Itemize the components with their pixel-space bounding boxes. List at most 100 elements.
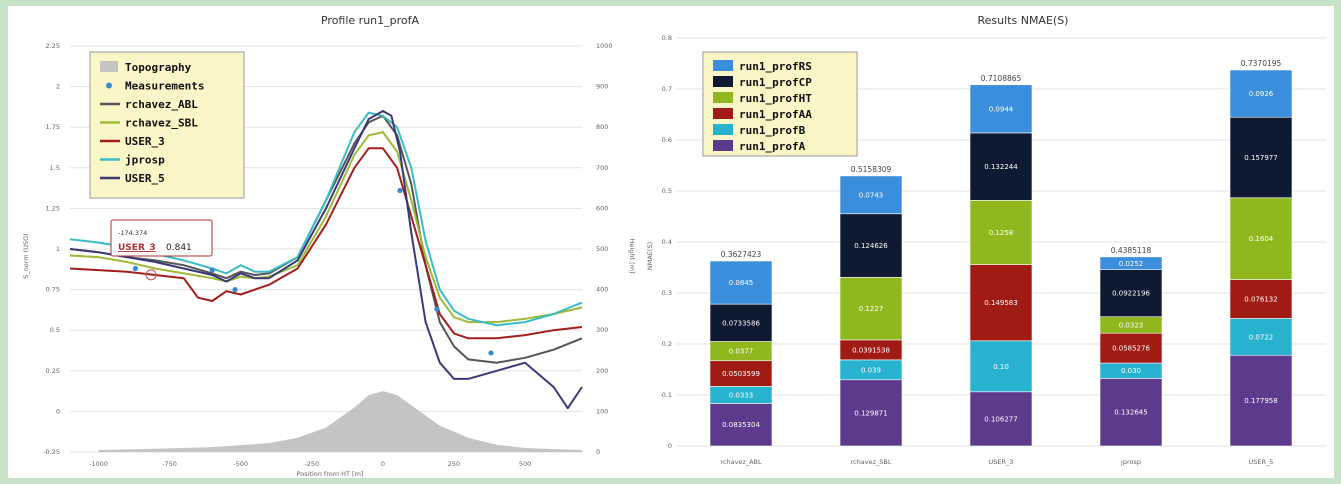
bar-segment-label: 0.0585276 — [1112, 345, 1150, 353]
bar-segment-run1-profht — [839, 277, 903, 341]
profile-chart-title: Profile run1_profA — [321, 14, 420, 27]
series-line-rchavez-sbl — [69, 131, 583, 324]
series-line-user-3 — [69, 147, 583, 340]
bar-segment-label: 0.1227 — [859, 305, 884, 313]
bar-segment-label: 0.1258 — [989, 229, 1014, 237]
bar-segment-label: 0.0503599 — [722, 370, 760, 378]
bar-segment-label: 0.0845 — [729, 279, 754, 287]
bar-segment-label: 0.1604 — [1249, 235, 1274, 243]
bar-segment-run1-profrs — [1229, 69, 1293, 118]
bar-segment-run1-profa — [1229, 354, 1293, 447]
bar-segment-label: 0.177958 — [1244, 397, 1277, 405]
bar-segment-run1-profrs — [709, 260, 773, 305]
legend-label: run1_profB — [739, 124, 806, 137]
profile-y2-tick-label: 200 — [596, 367, 608, 375]
profile-y-tick-label: 0.25 — [46, 367, 60, 375]
profile-y-tick-label: 0.75 — [46, 286, 60, 294]
series-line-jprosp — [69, 111, 583, 327]
bar-segment-label: 0.030 — [1121, 367, 1141, 375]
profile-x-tick-label: -1000 — [89, 460, 108, 468]
bar-total-label: 0.4385118 — [1111, 246, 1152, 255]
bar-segment-label: 0.039 — [861, 366, 881, 374]
profile-x-tick-label: -250 — [304, 460, 319, 468]
bar-segment-run1-profrs — [839, 175, 903, 215]
bar-segment-label: 0.0252 — [1119, 260, 1144, 268]
legend-swatch — [713, 108, 733, 119]
series-line-rchavez-abl — [69, 114, 583, 364]
legend-swatch — [713, 92, 733, 103]
bar-segment-label: 0.0835304 — [722, 421, 760, 429]
profile-y-tick-label: -0.25 — [43, 448, 60, 456]
bar-segment-label: 0.0743 — [859, 191, 884, 199]
profile-x-tick-label: -500 — [233, 460, 248, 468]
profile-y-tick-label: 2.25 — [46, 42, 60, 50]
bar-segment-label: 0.10 — [993, 363, 1009, 371]
nmae-x-tick-label: jprosp — [1120, 458, 1141, 466]
series-area-topography — [98, 391, 582, 452]
bar-segment-label: 0.132645 — [1114, 409, 1147, 417]
bar-total-label: 0.5158309 — [851, 165, 892, 174]
bar-segment-label: 0.0323 — [1119, 321, 1144, 329]
bar-segment-label: 0.0944 — [989, 105, 1014, 113]
profile-x-tick-label: 0 — [381, 460, 385, 468]
nmae-chart-title: Results NMAE(S) — [978, 14, 1069, 27]
legend-label: USER_3 — [125, 135, 165, 148]
profile-y2-tick-label: 1000 — [596, 42, 613, 50]
nmae-x-tick-label: USER_3 — [989, 458, 1014, 466]
profile-legend: Topography Measurements rchavez_ABLrchavez… — [89, 51, 245, 199]
profile-y-tick-label: 0 — [56, 407, 60, 415]
profile-y2-tick-label: 0 — [596, 448, 600, 456]
measurement-point — [488, 350, 494, 356]
bar-total-label: 0.3627423 — [721, 250, 762, 259]
nmae-y-tick-label: 0.8 — [662, 34, 672, 42]
profile-y-tick-label: 1.25 — [46, 204, 60, 212]
legend-label: rchavez_SBL — [125, 117, 198, 130]
profile-y2-tick-label: 400 — [596, 286, 608, 294]
legend-label: run1_profRS — [739, 60, 812, 73]
bar-segment-label: 0.0333 — [729, 391, 754, 399]
series-line-user-5 — [69, 110, 583, 410]
legend-swatch — [713, 60, 733, 71]
bar-segment-run1-profa — [969, 391, 1033, 447]
profile-legend-box — [89, 51, 245, 199]
bar-segment-run1-profrs — [969, 84, 1033, 134]
profile-x-tick-label: 250 — [448, 460, 460, 468]
legend-swatch — [100, 61, 118, 72]
legend-label: run1_profAA — [739, 108, 812, 121]
nmae-x-tick-labels: rchavez_ABL rchavez_SBL USER_3 jprosp USER_5 — [720, 458, 1273, 466]
legend-swatch — [713, 140, 733, 151]
profile-x-tick-label: -750 — [162, 460, 177, 468]
bar-segment-run1-profrs — [1099, 256, 1163, 270]
nmae-legend: run1_profRS run1_profCP run1_profHT run1_pr… — [702, 51, 858, 157]
measurement-point — [397, 187, 403, 194]
nmae-y-tick-labels: 0 0.1 0.2 0.3 0.4 0.5 0.6 0.7 0.8 — [662, 34, 672, 450]
profile-y-tick-label: 1 — [56, 245, 60, 253]
profile-y-tick-label: 1.75 — [46, 123, 60, 131]
bar-segment-run1-profa — [1099, 378, 1163, 447]
nmae-y-tick-label: 0.4 — [662, 238, 672, 246]
bar-segment-label: 0.157977 — [1244, 154, 1277, 162]
legend-swatch — [106, 82, 112, 89]
profile-y2-tick-label: 600 — [596, 204, 608, 212]
hover-marker — [145, 269, 157, 281]
profile-y-tick-label: 1.5 — [50, 164, 60, 172]
nmae-y-axis-label: NMAE(S) — [646, 242, 654, 270]
profile-y2-tick-labels: 0 100 200 300 400 500 600 700 800 900 1000 — [596, 42, 613, 456]
profile-x-axis-label: Position from HT [m] — [297, 470, 364, 478]
legend-label: USER_5 — [125, 172, 165, 185]
nmae-y-tick-label: 0.6 — [662, 136, 672, 144]
profile-y-axis-label: S_norm (USG) — [22, 233, 30, 278]
profile-chart: Profile run1_profA -0.25 0 0.25 0.5 0.75 1 1.2… — [22, 14, 636, 478]
legend-label: run1_profCP — [739, 76, 812, 89]
bar-segment-label: 0.076132 — [1244, 296, 1277, 304]
tooltip-x-value: -174.374 — [118, 229, 147, 237]
bar-segment-run1-profb — [1229, 318, 1293, 356]
legend-label: Topography — [125, 61, 192, 74]
nmae-y-tick-label: 0.3 — [662, 289, 672, 297]
bar-segment-run1-profa — [839, 379, 903, 447]
bar-segment-run1-profa — [709, 403, 773, 447]
bar-segment-label: 0.132244 — [984, 163, 1018, 171]
nmae-x-tick-label: rchavez_ABL — [720, 458, 762, 466]
bar-segment-run1-profht — [969, 200, 1033, 265]
bar-segment-run1-profaa — [1229, 279, 1293, 319]
